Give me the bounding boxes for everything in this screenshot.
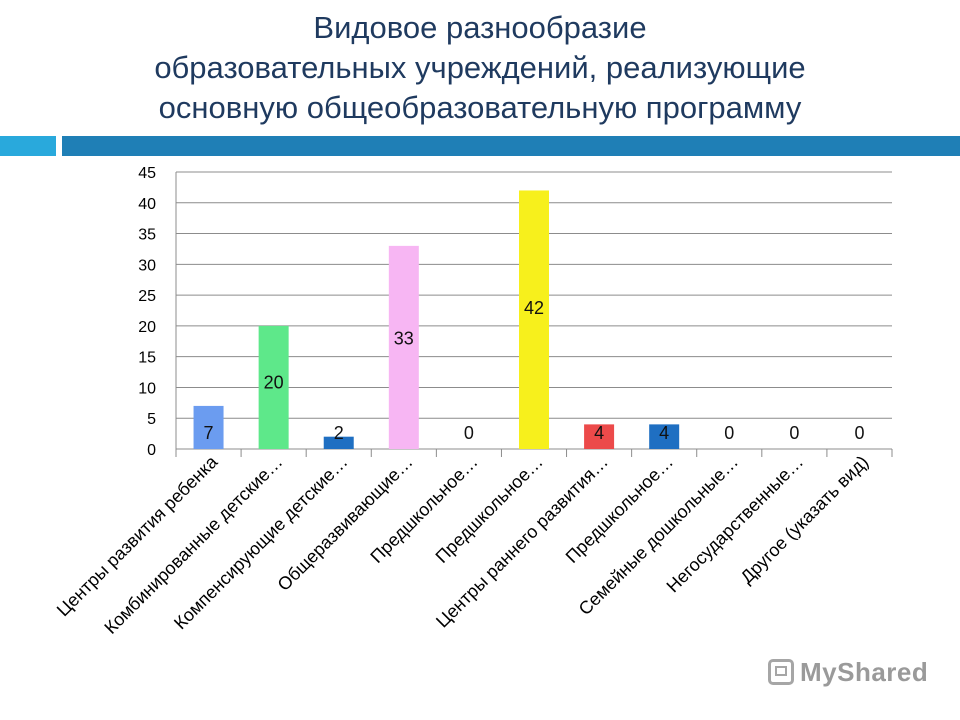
- y-tick-label: 25: [138, 288, 156, 305]
- category-label: Предшкольное…: [562, 452, 677, 567]
- y-tick-label: 5: [147, 411, 156, 428]
- bar: [649, 424, 680, 449]
- bar: [258, 325, 289, 449]
- bar: [323, 436, 354, 449]
- watermark-text: MyShared: [800, 656, 929, 687]
- data-label: 4: [594, 423, 604, 443]
- data-label: 4: [659, 423, 669, 443]
- data-label: 0: [854, 423, 864, 443]
- y-tick-label: 35: [138, 227, 156, 244]
- bar: [193, 405, 224, 449]
- category-label: Предшкольное…: [432, 452, 547, 567]
- title-rule: [62, 136, 960, 156]
- data-label: 20: [264, 372, 284, 392]
- data-label: 33: [394, 328, 414, 348]
- data-label: 2: [334, 423, 344, 443]
- title-rule-accent: [0, 136, 56, 156]
- bar: [388, 245, 419, 449]
- y-tick-label: 30: [138, 257, 156, 274]
- title-line-3: основную общеобразовательную программу: [158, 90, 802, 125]
- y-tick-label: 15: [138, 350, 156, 367]
- data-label: 0: [724, 423, 734, 443]
- slide-title: Видовое разнообразие образовательных учр…: [40, 8, 920, 128]
- data-label: 42: [524, 298, 544, 318]
- category-label: Предшкольное…: [366, 452, 481, 567]
- y-tick-label: 40: [138, 196, 156, 213]
- category-label: Другое (указать вид): [737, 452, 873, 588]
- y-tick-label: 45: [138, 165, 156, 182]
- data-label: 0: [464, 423, 474, 443]
- title-line-1: Видовое разнообразие: [313, 10, 647, 45]
- y-tick-label: 10: [138, 380, 156, 397]
- data-label: 0: [789, 423, 799, 443]
- watermark: MyShared: [768, 654, 928, 690]
- data-label: 7: [204, 423, 214, 443]
- y-tick-label: 0: [147, 442, 156, 459]
- title-line-2: образовательных учреждений, реализующие: [154, 50, 806, 85]
- watermark-logo-icon: [768, 659, 794, 685]
- bar: [584, 424, 615, 449]
- y-tick-label: 20: [138, 319, 156, 336]
- bar: [519, 190, 549, 449]
